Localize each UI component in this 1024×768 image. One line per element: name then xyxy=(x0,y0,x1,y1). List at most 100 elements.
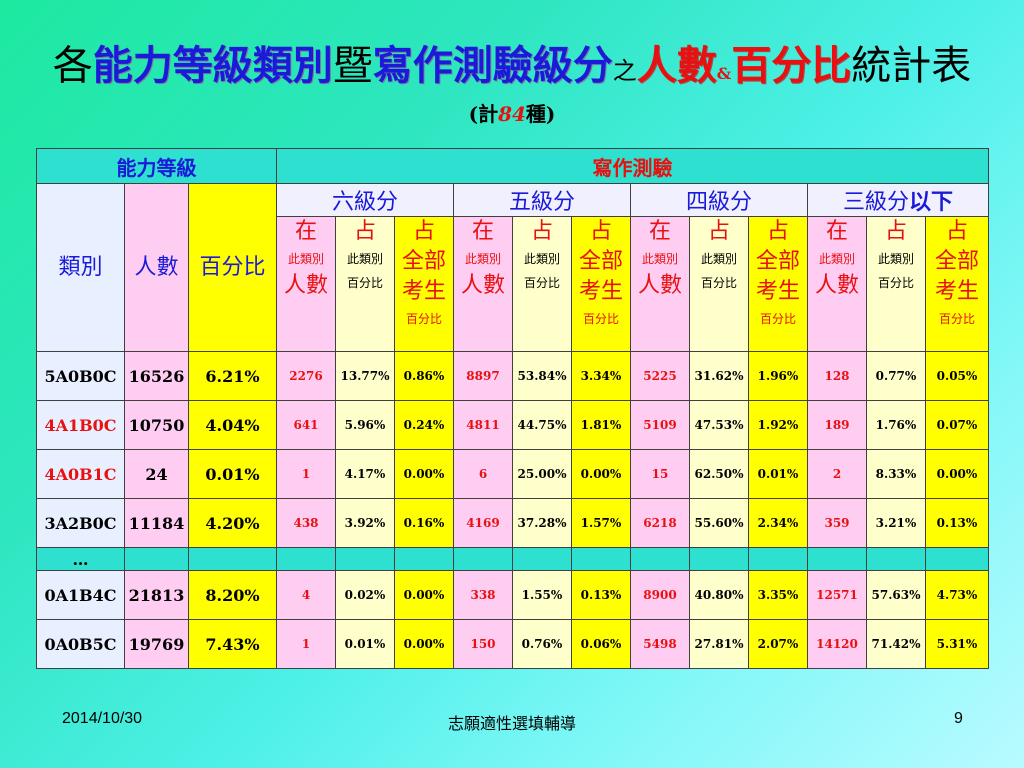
row-cell: 4811 xyxy=(453,400,513,450)
subheader-text: 百分比 xyxy=(700,276,737,290)
row-cell: 0.05% xyxy=(925,351,989,401)
row-cell: 0.76% xyxy=(512,619,572,669)
row-cell: 1.76% xyxy=(866,400,926,450)
row-cell: 71.42% xyxy=(866,619,926,669)
score-header-3-text: 三級分 xyxy=(842,190,909,215)
row-cell: 0.01% xyxy=(748,449,808,499)
row-cell: 338 xyxy=(453,570,513,620)
subheader-row: 在此類別 人數占此類別 百分比占全部 考生 百分比在此類別 人數占此類別 百分比占全部 考生百… xyxy=(37,216,989,352)
subheader-text: 百分比 xyxy=(938,312,975,326)
row-cell xyxy=(571,547,631,571)
subheader-text: 占 xyxy=(766,219,789,244)
subheader-text: 全部 xyxy=(578,249,623,274)
subheader-text: 占 xyxy=(884,219,907,244)
header-count: 人數 xyxy=(124,183,189,352)
row-cell: 62.50% xyxy=(689,449,749,499)
subtitle-pre: (計 xyxy=(468,102,499,126)
row-cell xyxy=(689,547,749,571)
row-cell: 57.63% xyxy=(866,570,926,620)
row-cell: 4.17% xyxy=(335,449,395,499)
table-row: 3A2B0C 11184 4.20% 438 3.92% 0.16% 4169 37.28% 1… xyxy=(36,498,989,548)
table-body: 5A0B0C 16526 6.21% 2276 13.77% 0.86% 8897 53.84… xyxy=(36,351,989,669)
subheader-text: 占 xyxy=(353,219,376,244)
row-cell: 0.16% xyxy=(394,498,454,548)
row-percent: 7.43% xyxy=(188,619,277,669)
row-cell: 0.86% xyxy=(394,351,454,401)
row-count xyxy=(124,547,189,571)
subheader-category-pct: 占此類別 百分比 xyxy=(335,216,395,352)
row-percent: 8.20% xyxy=(188,570,277,620)
row-cell: 0.07% xyxy=(925,400,989,450)
subheader-text: 此類別 xyxy=(464,252,501,266)
subheader-count: 在此類別 人數 xyxy=(807,216,867,352)
subheader-text: 百分比 xyxy=(759,312,796,326)
header-writing: 寫作測驗 xyxy=(276,148,989,184)
subheader-text: 此類別 xyxy=(641,252,678,266)
row-cell: 438 xyxy=(276,498,336,548)
row-cell: 0.00% xyxy=(571,449,631,499)
header-percent: 百分比 xyxy=(188,183,277,352)
row-cell: 4169 xyxy=(453,498,513,548)
row-cell: 53.84% xyxy=(512,351,572,401)
row-category: 5A0B0C xyxy=(36,351,125,401)
row-cell xyxy=(748,547,808,571)
subheader-text: 占 xyxy=(707,219,730,244)
stats-table: 能力等級 寫作測驗 類別 人數 百分比 六級分 五級分 四級分 三級分以下 在此… xyxy=(36,148,989,669)
subheader-text: 此類別 xyxy=(346,252,383,266)
row-cell: 8897 xyxy=(453,351,513,401)
row-cell: 0.00% xyxy=(394,570,454,620)
row-cell: 2.07% xyxy=(748,619,808,669)
row-cell: 47.53% xyxy=(689,400,749,450)
footer-page-number: 9 xyxy=(954,710,963,727)
row-cell xyxy=(866,547,926,571)
row-cell: 0.24% xyxy=(394,400,454,450)
row-cell: 5.96% xyxy=(335,400,395,450)
subheader-text: 百分比 xyxy=(523,276,560,290)
row-cell: 6218 xyxy=(630,498,690,548)
subheader-text: 在 xyxy=(471,219,494,244)
row-cell: 1 xyxy=(276,449,336,499)
table-row: 4A1B0C 10750 4.04% 641 5.96% 0.24% 4811 44.75% 1… xyxy=(36,400,989,450)
table-row: 0A1B4C 21813 8.20% 4 0.02% 0.00% 338 1.55% 0.13%… xyxy=(36,570,989,620)
row-cell: 5498 xyxy=(630,619,690,669)
table-row: 0A0B5C 19769 7.43% 1 0.01% 0.00% 150 0.76% 0.06%… xyxy=(36,619,989,669)
title-part: 百分比 xyxy=(731,42,852,89)
subtitle-post: 種) xyxy=(525,102,556,126)
row-cell: 359 xyxy=(807,498,867,548)
row-cell: 3.34% xyxy=(571,351,631,401)
row-cell xyxy=(512,547,572,571)
row-cell xyxy=(453,547,513,571)
subheader-overall-pct: 占全部 考生 百分比 xyxy=(394,216,454,352)
score-header-3: 三級分以下 xyxy=(807,183,989,217)
row-count: 10750 xyxy=(124,400,189,450)
title-part: 人數 xyxy=(636,42,717,89)
row-cell: 40.80% xyxy=(689,570,749,620)
row-cell: 0.02% xyxy=(335,570,395,620)
row-cell: 150 xyxy=(453,619,513,669)
row-percent: 0.01% xyxy=(188,449,277,499)
subheader-text: 考生 xyxy=(401,279,446,304)
row-cell xyxy=(276,547,336,571)
row-cell: 3.21% xyxy=(866,498,926,548)
subheader-count: 在此類別 人數 xyxy=(630,216,690,352)
subheader-text: 百分比 xyxy=(877,276,914,290)
row-cell: 2276 xyxy=(276,351,336,401)
subheader-text: 人數 xyxy=(283,273,328,298)
score-header-5: 五級分 xyxy=(453,183,631,217)
subheader-overall-pct: 占全部 考生 百分比 xyxy=(748,216,808,352)
row-cell: 37.28% xyxy=(512,498,572,548)
row-cell: 6 xyxy=(453,449,513,499)
subheader-category-pct: 占此類別 百分比 xyxy=(866,216,926,352)
title-part: 統計表 xyxy=(851,43,972,89)
row-category: 4A1B0C xyxy=(36,400,125,450)
row-percent: 4.04% xyxy=(188,400,277,450)
title-part: 各 xyxy=(52,43,93,89)
row-cell: 0.13% xyxy=(571,570,631,620)
row-percent xyxy=(188,547,277,571)
row-percent: 6.21% xyxy=(188,351,277,401)
row-cell: 13.77% xyxy=(335,351,395,401)
subheader-text: 考生 xyxy=(755,279,800,304)
score-header-suffix: 以下 xyxy=(909,189,954,215)
row-cell: 0.00% xyxy=(394,449,454,499)
row-cell: 31.62% xyxy=(689,351,749,401)
